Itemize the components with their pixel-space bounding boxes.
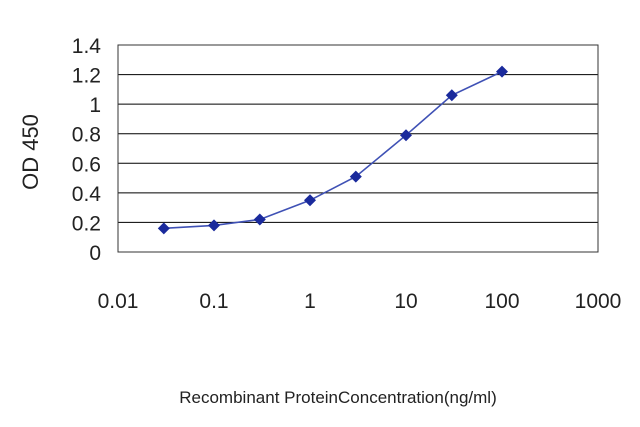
x-tick-label: 0.01 (98, 290, 139, 313)
y-axis-ticks: 0 0.2 0.4 0.6 0.8 1 1.2 1.4 (72, 35, 102, 265)
y-tick-label: 0.6 (72, 153, 101, 176)
data-point-marker (253, 213, 266, 226)
x-tick-label: 10 (394, 290, 417, 313)
data-point-marker (445, 89, 458, 102)
x-tick-label: 100 (484, 290, 519, 313)
plot-area-frame (117, 44, 599, 253)
series-line (163, 70, 503, 230)
y-tick-label: 1.4 (72, 35, 102, 58)
data-point-marker (157, 222, 170, 235)
series-markers (157, 65, 508, 235)
y-tick-label: 0.8 (72, 124, 101, 147)
x-axis-title: Recombinant ProteinConcentration(ng/ml) (179, 388, 497, 407)
y-tick-label: 1.2 (72, 65, 101, 88)
x-tick-label: 1000 (575, 290, 622, 313)
x-tick-label: 1 (304, 290, 316, 313)
data-point-marker (349, 170, 362, 183)
data-point-marker (400, 129, 412, 142)
data-point-marker (304, 194, 316, 207)
data-point-marker (496, 65, 508, 78)
gridlines (118, 44, 598, 253)
y-axis-title: OD 450 (18, 114, 43, 190)
y-tick-label: 1 (89, 94, 101, 117)
y-tick-label: 0 (89, 242, 101, 265)
x-axis-ticks: 0.01 0.1 1 10 100 1000 (98, 290, 622, 313)
y-tick-label: 0.4 (72, 183, 102, 206)
x-tick-label: 0.1 (199, 290, 228, 313)
data-point-marker (208, 219, 220, 232)
y-tick-label: 0.2 (72, 212, 101, 235)
